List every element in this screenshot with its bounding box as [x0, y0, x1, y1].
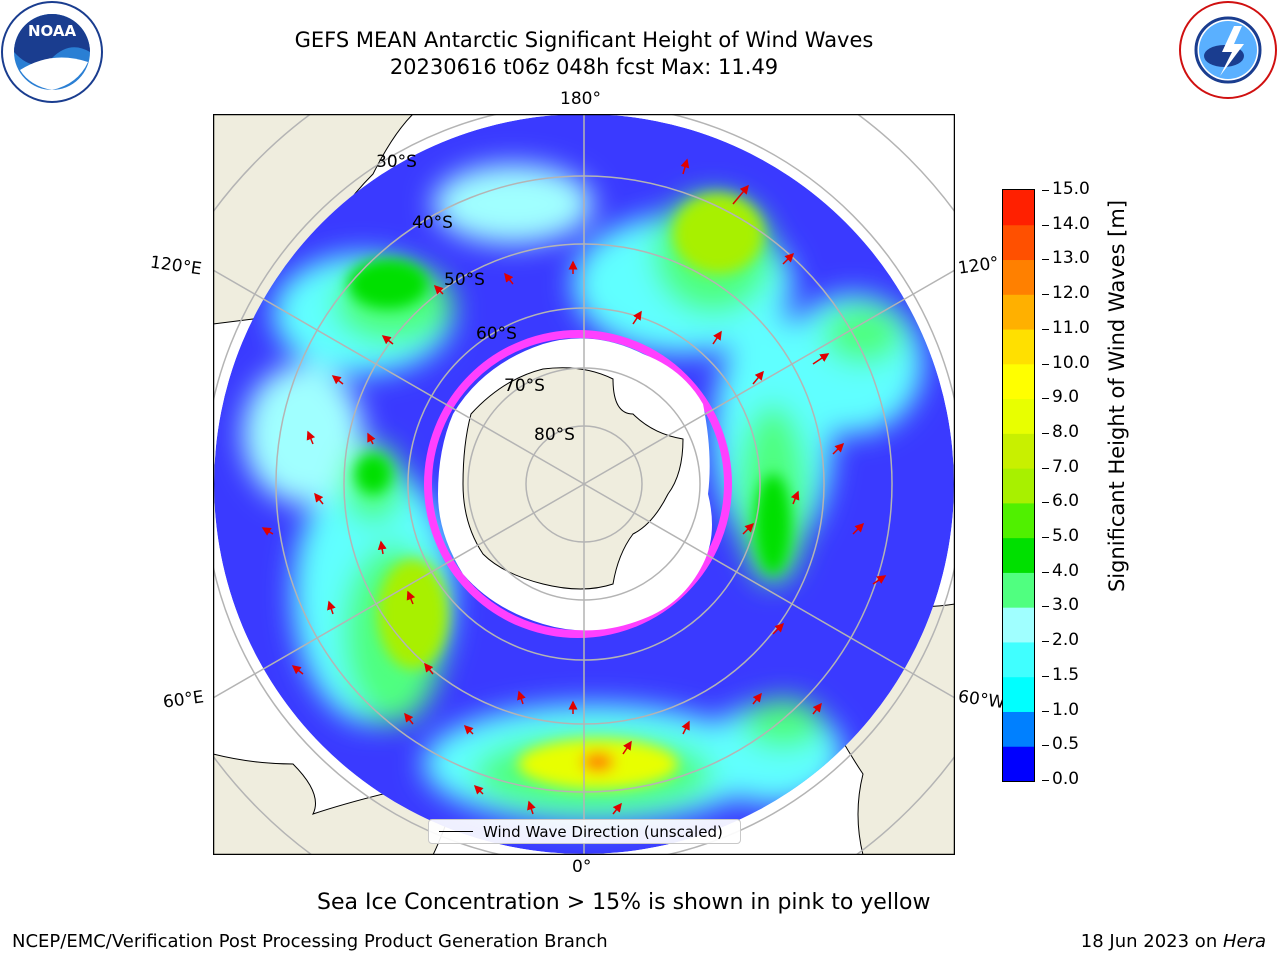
colorbar-tick-mark [1042, 433, 1049, 434]
lon-label-upper-left: 120°E [148, 252, 203, 280]
colorbar-tick-mark [1042, 780, 1049, 781]
colorbar-tick-mark [1042, 294, 1049, 295]
colorbar-segment [1003, 433, 1034, 469]
colorbar-tick-label: 6.0 [1052, 491, 1080, 511]
colorbar-segment [1003, 537, 1034, 573]
colorbar-tick-label: 1.5 [1052, 665, 1080, 685]
colorbar-tick-mark [1042, 502, 1049, 503]
colorbar-tick-mark [1042, 329, 1049, 330]
colorbar-segment [1003, 746, 1034, 781]
colorbar-segment [1003, 468, 1034, 504]
wave-direction-arrows [261, 158, 887, 815]
lon-label-bottom: 0° [572, 857, 592, 877]
colorbar-tick-mark [1042, 225, 1049, 226]
colorbar-tick-mark [1042, 190, 1049, 191]
footer-machine: Hera [1222, 931, 1266, 952]
lon-label-upper-right: 120° [956, 253, 1001, 279]
colorbar-segment [1003, 363, 1034, 400]
colorbar-tick-label: 7.0 [1052, 457, 1080, 477]
colorbar-tick-mark [1042, 537, 1049, 538]
colorbar-tick-label: 3.0 [1052, 595, 1080, 615]
colorbar-tick-mark [1042, 641, 1049, 642]
footer-date: 18 Jun 2023 on [1080, 931, 1223, 952]
colorbar-segment [1003, 329, 1034, 365]
colorbar-segment [1003, 224, 1034, 261]
colorbar-tick-mark [1042, 745, 1049, 746]
colorbar-tick-mark [1042, 398, 1049, 399]
colorbar-tick-mark [1042, 676, 1049, 677]
colorbar-tick-label: 1.0 [1052, 700, 1080, 720]
colorbar-label: Significant Height of Wind Waves [m] [1105, 199, 1129, 593]
colorbar-tick-label: 4.0 [1052, 561, 1080, 581]
colorbar-tick-label: 12.0 [1052, 283, 1090, 303]
colorbar-tick-label: 13.0 [1052, 248, 1090, 268]
colorbar-segment [1003, 398, 1034, 434]
lat-label-60s: 60°S [476, 324, 517, 344]
lon-label-lower-right: 60°W [956, 686, 1007, 714]
colorbar-tick-label: 14.0 [1052, 214, 1090, 234]
chart-title: GEFS MEAN Antarctic Significant Height o… [294, 28, 874, 52]
colorbar-tick-mark [1042, 364, 1049, 365]
colorbar-tick-label: 0.0 [1052, 769, 1080, 789]
colorbar-segment [1003, 607, 1034, 643]
lon-label-lower-left: 60°E [161, 687, 206, 713]
chart-subtitle: 20230616 t06z 048h fcst Max: 11.49 [389, 55, 779, 79]
colorbar-tick-mark [1042, 711, 1049, 712]
lat-label-70s: 70°S [504, 376, 545, 396]
footer-branch: NCEP/EMC/Verification Post Processing Pr… [12, 931, 608, 952]
polar-map [212, 113, 956, 856]
colorbar-segment [1003, 572, 1034, 608]
colorbar-tick-label: 15.0 [1052, 179, 1090, 199]
colorbar-tick-label: 8.0 [1052, 422, 1080, 442]
lon-label-top: 180° [560, 89, 601, 109]
colorbar-tick-label: 11.0 [1052, 318, 1090, 338]
colorbar-segment [1003, 711, 1034, 747]
colorbar-tick-mark [1042, 468, 1049, 469]
colorbar-tick-label: 2.0 [1052, 630, 1080, 650]
colorbar-tick-label: 0.5 [1052, 734, 1080, 754]
colorbar-segment [1003, 259, 1034, 295]
nws-logo [1178, 0, 1278, 100]
colorbar-segment [1003, 294, 1034, 330]
colorbar-tick-label: 5.0 [1052, 526, 1080, 546]
graticule [213, 114, 955, 855]
noaa-logo: NOAA [0, 0, 104, 104]
colorbar-tick-label: 10.0 [1052, 353, 1090, 373]
colorbar-segment [1003, 190, 1034, 226]
lat-label-30s: 30°S [376, 152, 417, 172]
sea-ice-caption: Sea Ice Concentration > 15% is shown in … [317, 890, 931, 915]
colorbar-tick-mark [1042, 259, 1049, 260]
colorbar-tick-mark [1042, 606, 1049, 607]
antarctica [438, 338, 712, 631]
legend-label: Wind Wave Direction (unscaled) [483, 822, 723, 841]
colorbar-segment [1003, 676, 1034, 712]
colorbar-tick-label: 9.0 [1052, 387, 1080, 407]
svg-text:NOAA: NOAA [28, 22, 77, 40]
map-legend: Wind Wave Direction (unscaled) [428, 819, 741, 844]
lat-label-50s: 50°S [444, 270, 485, 290]
legend-line-swatch [439, 831, 473, 832]
colorbar-tick-mark [1042, 572, 1049, 573]
colorbar [1002, 189, 1035, 782]
colorbar-segment [1003, 502, 1034, 539]
lat-label-40s: 40°S [412, 213, 453, 233]
footer-timestamp: 18 Jun 2023 on Hera [1081, 931, 1266, 952]
colorbar-segment [1003, 641, 1034, 678]
lat-label-80s: 80°S [534, 425, 575, 445]
